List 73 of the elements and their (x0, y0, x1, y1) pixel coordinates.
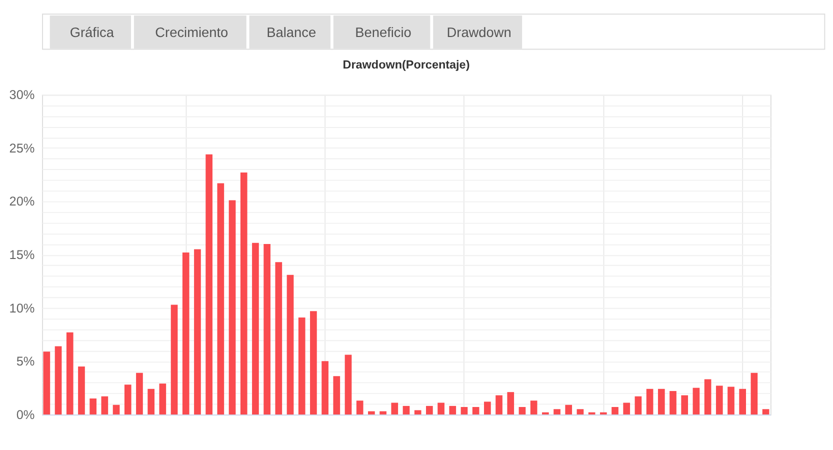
y-tick-label: 30% (9, 87, 35, 102)
bar (716, 386, 723, 414)
bar (148, 388, 154, 414)
bar (159, 384, 166, 414)
bar (310, 311, 317, 414)
bar (136, 372, 143, 414)
bar (54, 346, 62, 414)
bar (333, 376, 340, 414)
y-tick-label: 10% (9, 300, 35, 316)
bar (124, 384, 132, 414)
bar (182, 252, 190, 414)
bar (356, 400, 364, 414)
bar (565, 404, 572, 414)
bar (496, 395, 502, 414)
bar (728, 386, 734, 414)
text: Beneficio (355, 25, 412, 40)
bar (101, 396, 108, 414)
bar (112, 404, 120, 414)
bar (380, 411, 386, 414)
bar (612, 407, 618, 414)
text: Crecimiento (155, 25, 228, 40)
bar (90, 398, 96, 414)
bar (170, 304, 178, 414)
bar (750, 372, 758, 414)
bar (252, 242, 259, 414)
bar (298, 317, 306, 414)
bar (472, 407, 480, 414)
bar (670, 391, 676, 414)
bar (264, 244, 270, 414)
bar (368, 411, 375, 414)
bar (438, 402, 444, 414)
bar (66, 332, 74, 414)
bar (692, 388, 700, 414)
bar (530, 400, 538, 414)
y-tick-label: 0% (16, 406, 35, 422)
bar (484, 402, 491, 414)
bar (194, 249, 201, 414)
bar (507, 392, 514, 414)
bar (634, 396, 642, 414)
bar (576, 409, 584, 414)
bar (286, 274, 294, 414)
bar (206, 154, 212, 414)
chart-title: Drawdown(Porcentaje) (342, 58, 470, 72)
text: Gráfica (70, 25, 114, 40)
bar (704, 379, 712, 414)
text: Balance (266, 25, 316, 40)
bar (78, 366, 85, 414)
bar (402, 406, 410, 414)
bar (344, 354, 352, 414)
bar (449, 406, 456, 414)
bar (658, 388, 665, 414)
text: Drawdown (446, 25, 512, 40)
bar (228, 200, 236, 414)
bar (623, 402, 630, 414)
bar (762, 409, 770, 414)
bar (240, 172, 248, 414)
y-tick-label: 5% (16, 354, 35, 369)
bar (217, 183, 224, 414)
bar (275, 262, 282, 414)
bar (681, 395, 688, 414)
bar (554, 409, 560, 414)
bar (414, 410, 422, 414)
bar (426, 406, 433, 414)
bar (43, 352, 50, 414)
y-tick-label: 25% (9, 140, 35, 156)
bar (646, 388, 654, 414)
bar (460, 407, 468, 414)
y-tick-label: 15% (9, 247, 35, 262)
bar (391, 402, 398, 414)
bar (322, 361, 328, 414)
bar (518, 407, 526, 414)
y-tick-label: 20% (9, 194, 35, 209)
bar (739, 388, 746, 414)
